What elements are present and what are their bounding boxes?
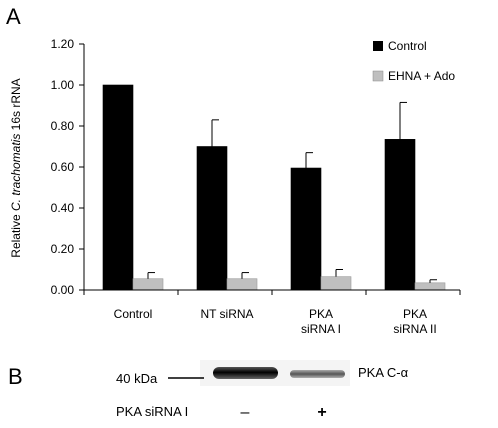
y-axis-label-suffix: 16s rRNA [9,78,23,133]
bar-control-2 [196,146,228,291]
category-label: Control [114,307,153,321]
blot-marker-label: 40 kDa [116,371,158,386]
y-tick-label: 0.80 [51,119,75,133]
legend-label-control: Control [388,39,427,53]
legend-label-ehna-ado: EHNA + Ado [388,69,455,83]
panel-letter-b: B [8,364,23,389]
category-label: siRNA I [301,322,341,336]
y-tick-label: 0.40 [51,201,75,215]
y-axis-label-species: C. trachomatis [9,134,23,211]
category-label: PKA [309,307,333,321]
blot-band-lane-1 [213,367,278,379]
legend: Control EHNA + Ado [372,39,455,83]
bar-ehna-ado-1 [132,278,164,291]
y-tick-label: 0.00 [51,283,75,297]
y-tick-label: 0.60 [51,160,75,174]
bars [102,84,446,291]
category-label: PKA [403,307,427,321]
y-axis-label: Relative C. trachomatis 16s rRNA [9,78,23,257]
blot-band-lane-2 [290,370,345,378]
axes [83,44,461,295]
bar-control-3 [290,167,322,291]
y-tick-label: 1.00 [51,78,75,92]
bar-control-1 [102,84,134,291]
category-label: siRNA II [393,322,436,336]
legend-swatch-control [373,41,383,51]
y-axis-ticks: 0.00 0.20 0.40 0.60 0.80 1.00 1.20 [51,37,84,297]
blot-lane-1-sign: – [241,404,250,421]
blot-band-label: PKA C-α [358,365,409,380]
bar-control-4 [384,139,416,291]
panel-letter-a: A [6,4,21,29]
legend-swatch-ehna-ado [372,70,384,82]
y-axis-label-prefix: Relative [9,211,23,258]
bar-ehna-ado-2 [226,278,258,291]
y-tick-label: 1.20 [51,37,75,51]
y-tick-label: 0.20 [51,242,75,256]
category-label: NT siRNA [200,307,253,321]
blot-treatment-label: PKA siRNA I [116,404,188,419]
bar-ehna-ado-3 [320,276,352,291]
western-blot: 40 kDa PKA C-α PKA siRNA I – + [116,360,409,421]
blot-lane-2-sign: + [317,404,326,421]
bar-ehna-ado-4 [414,282,446,291]
